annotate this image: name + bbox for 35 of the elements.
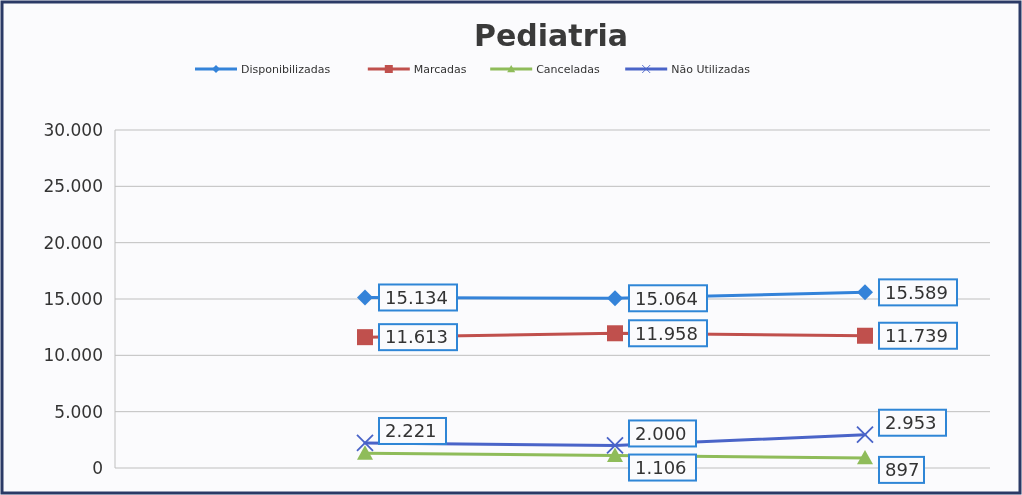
y-tick-label: 5.000 xyxy=(54,401,103,422)
y-tick-label: 30.000 xyxy=(43,119,103,140)
point xyxy=(857,449,873,465)
data-label: 15.064 xyxy=(635,287,698,309)
point xyxy=(607,447,623,462)
chart-title: Pediatria xyxy=(474,18,628,53)
y-tick-label: 20.000 xyxy=(43,232,103,253)
point xyxy=(356,434,374,452)
y-tick-label: 10.000 xyxy=(43,345,103,366)
point xyxy=(606,436,624,455)
legend-label: Disponibilizadas xyxy=(241,62,331,76)
point xyxy=(857,284,873,301)
point xyxy=(856,425,874,444)
point xyxy=(857,327,873,344)
point xyxy=(357,329,373,346)
data-label: 15.134 xyxy=(385,286,448,308)
data-label: 15.589 xyxy=(885,281,948,303)
point xyxy=(607,325,623,342)
y-tick-label: 25.000 xyxy=(43,176,103,197)
y-tick-label: 15.000 xyxy=(43,288,103,309)
legend-label: Marcadas xyxy=(413,62,467,76)
data-label: 2.221 xyxy=(385,420,437,442)
data-label: 1.106 xyxy=(635,456,687,478)
legend-label: Canceladas xyxy=(536,62,600,76)
point xyxy=(607,290,623,307)
data-label: 2.953 xyxy=(885,412,937,434)
y-tick-label: 0 xyxy=(92,457,103,478)
data-label: 897 xyxy=(885,459,920,481)
legend-label: Não Utilizadas xyxy=(671,62,751,76)
data-label: 11.739 xyxy=(885,325,948,347)
data-label: 11.613 xyxy=(385,326,448,348)
point xyxy=(357,289,373,306)
point xyxy=(357,445,373,460)
data-label: 2.000 xyxy=(635,422,687,444)
data-label: 11.958 xyxy=(635,322,698,344)
